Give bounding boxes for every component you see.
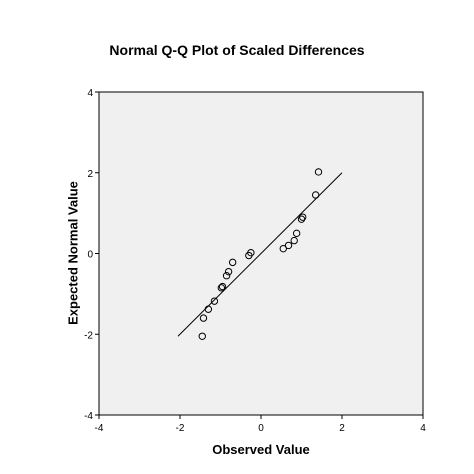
data-points — [198, 168, 323, 340]
data-point — [299, 213, 307, 221]
chart-title: Normal Q-Q Plot of Scaled Differences — [109, 42, 365, 58]
y-tick-label: 2 — [87, 169, 93, 180]
data-point — [228, 258, 237, 267]
data-point — [284, 241, 293, 250]
y-tick-label: 4 — [87, 88, 93, 99]
data-point — [314, 168, 323, 176]
data-point — [222, 272, 231, 280]
data-point — [279, 244, 287, 253]
y-tick-label: -2 — [84, 330, 93, 341]
data-point — [204, 305, 213, 313]
data-point — [199, 314, 208, 322]
y-axis-label: Expected Normal Value — [65, 181, 81, 325]
axis-ticks: -4 -2 0 2 4 -4 -2 0 2 4 — [84, 88, 426, 434]
data-point — [297, 215, 306, 223]
data-point — [224, 267, 233, 276]
x-tick-label: -2 — [176, 423, 185, 434]
x-tick-label: 0 — [258, 423, 264, 434]
y-tick-label: 0 — [87, 250, 93, 261]
data-point — [198, 332, 206, 340]
x-tick-label: 4 — [420, 423, 426, 434]
data-point — [210, 297, 219, 305]
y-tick-label: -4 — [84, 411, 93, 422]
data-point — [218, 282, 227, 291]
x-tick-label: -4 — [95, 423, 104, 434]
data-point — [311, 191, 320, 199]
data-point — [290, 236, 298, 245]
data-point — [247, 248, 255, 257]
x-axis-label: Observed Value — [212, 442, 310, 457]
data-point — [292, 229, 301, 238]
x-tick-label: 2 — [339, 423, 345, 434]
data-point — [217, 284, 226, 292]
